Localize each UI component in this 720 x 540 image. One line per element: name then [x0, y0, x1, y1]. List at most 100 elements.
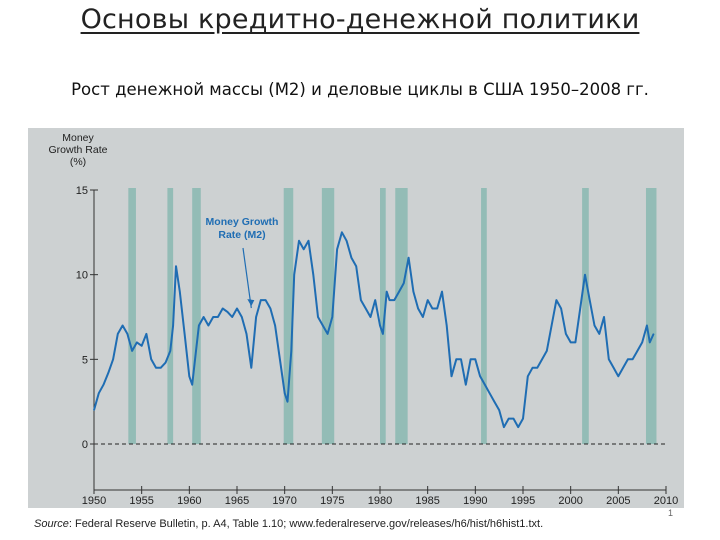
data-point	[469, 358, 472, 360]
data-point	[493, 401, 495, 403]
data-point	[93, 409, 95, 411]
data-point	[369, 316, 372, 318]
data-point	[112, 358, 114, 360]
data-point	[284, 392, 286, 394]
recession-band	[128, 188, 136, 444]
data-point	[450, 375, 453, 377]
data-point	[241, 316, 243, 318]
data-point	[579, 307, 581, 310]
data-point	[265, 299, 267, 301]
data-point	[269, 307, 271, 310]
data-point	[317, 316, 319, 318]
data-point	[326, 333, 329, 335]
y-tick-label: 5	[82, 354, 88, 366]
data-point	[217, 316, 219, 318]
data-point	[136, 341, 138, 343]
data-point	[589, 299, 591, 301]
data-point	[565, 333, 567, 335]
chart-container: 0 5 10 15 1950 1955 1960 1965 1970 1975 1980 1985 19…	[28, 128, 684, 536]
data-point	[617, 375, 619, 377]
data-point	[517, 426, 519, 428]
data-point	[460, 358, 462, 360]
x-tick-label: 1955	[129, 495, 153, 507]
data-point	[593, 324, 596, 327]
data-point	[598, 333, 600, 335]
y-axis-title: Money	[62, 132, 94, 144]
recession-band	[645, 188, 657, 444]
recession-band	[395, 188, 408, 444]
data-point	[441, 291, 443, 293]
data-point	[531, 367, 534, 369]
recession-band	[192, 188, 201, 444]
data-point	[522, 418, 524, 420]
data-point	[117, 333, 119, 335]
slide-subtitle: Рост денежной массы (M2) и деловые циклы…	[71, 80, 649, 99]
data-point	[386, 291, 388, 293]
data-point	[98, 392, 100, 394]
data-point	[612, 367, 615, 369]
data-point	[183, 333, 186, 335]
data-point	[290, 350, 292, 352]
x-tick-label: 1975	[320, 495, 344, 507]
data-point	[175, 265, 177, 267]
data-point	[422, 316, 424, 318]
data-point	[503, 426, 505, 428]
data-point	[169, 350, 171, 352]
source-label: Source	[34, 518, 69, 530]
data-point	[226, 311, 229, 313]
data-point	[360, 299, 362, 301]
data-point	[546, 350, 548, 352]
data-point	[231, 316, 233, 318]
data-point	[365, 307, 367, 310]
data-point	[122, 324, 124, 327]
data-point	[274, 324, 276, 327]
data-point	[541, 358, 543, 360]
data-point	[527, 375, 529, 377]
data-point	[555, 299, 557, 301]
x-tick-label: 2010	[654, 495, 678, 507]
data-point	[107, 372, 109, 374]
data-point	[207, 324, 209, 327]
data-point	[179, 291, 181, 293]
data-point	[431, 307, 434, 310]
data-point	[346, 240, 348, 242]
data-point	[322, 324, 324, 327]
data-point	[584, 274, 586, 276]
data-point	[160, 367, 162, 369]
x-tick-label: 2005	[606, 495, 630, 507]
data-point	[279, 358, 281, 360]
data-point	[446, 324, 448, 327]
data-point	[436, 307, 438, 310]
data-point	[350, 257, 352, 259]
annotation-arrow	[242, 247, 252, 309]
recession-band	[321, 188, 335, 444]
data-point	[412, 291, 414, 293]
data-point	[632, 358, 634, 360]
data-point	[379, 324, 381, 327]
data-point	[198, 324, 200, 327]
data-point	[479, 375, 481, 377]
x-tick-label: 1990	[463, 495, 487, 507]
x-tick-label: 2000	[558, 495, 582, 507]
data-point	[312, 274, 314, 276]
annotation-arrowhead	[247, 299, 255, 307]
data-point	[155, 367, 157, 369]
x-tick-label: 1985	[415, 495, 439, 507]
data-point	[331, 316, 333, 318]
x-tick-label: 1995	[511, 495, 535, 507]
data-point	[574, 341, 577, 343]
data-point	[336, 248, 338, 250]
slide-number: 1	[668, 508, 674, 518]
data-point	[102, 384, 105, 386]
data-point	[608, 358, 610, 360]
data-point	[455, 358, 457, 360]
data-point	[298, 240, 300, 242]
data-point	[131, 350, 133, 352]
data-point	[627, 358, 629, 360]
source-note: Source: Federal Reserve Bulletin, p. A4,…	[34, 518, 543, 530]
slide-title: Основы кредитно-денежной политики	[80, 4, 640, 35]
data-point	[388, 299, 391, 301]
y-tick-label: 10	[76, 270, 88, 282]
x-tick-label: 1980	[368, 495, 392, 507]
y-axis-title: Growth Rate	[49, 144, 108, 156]
